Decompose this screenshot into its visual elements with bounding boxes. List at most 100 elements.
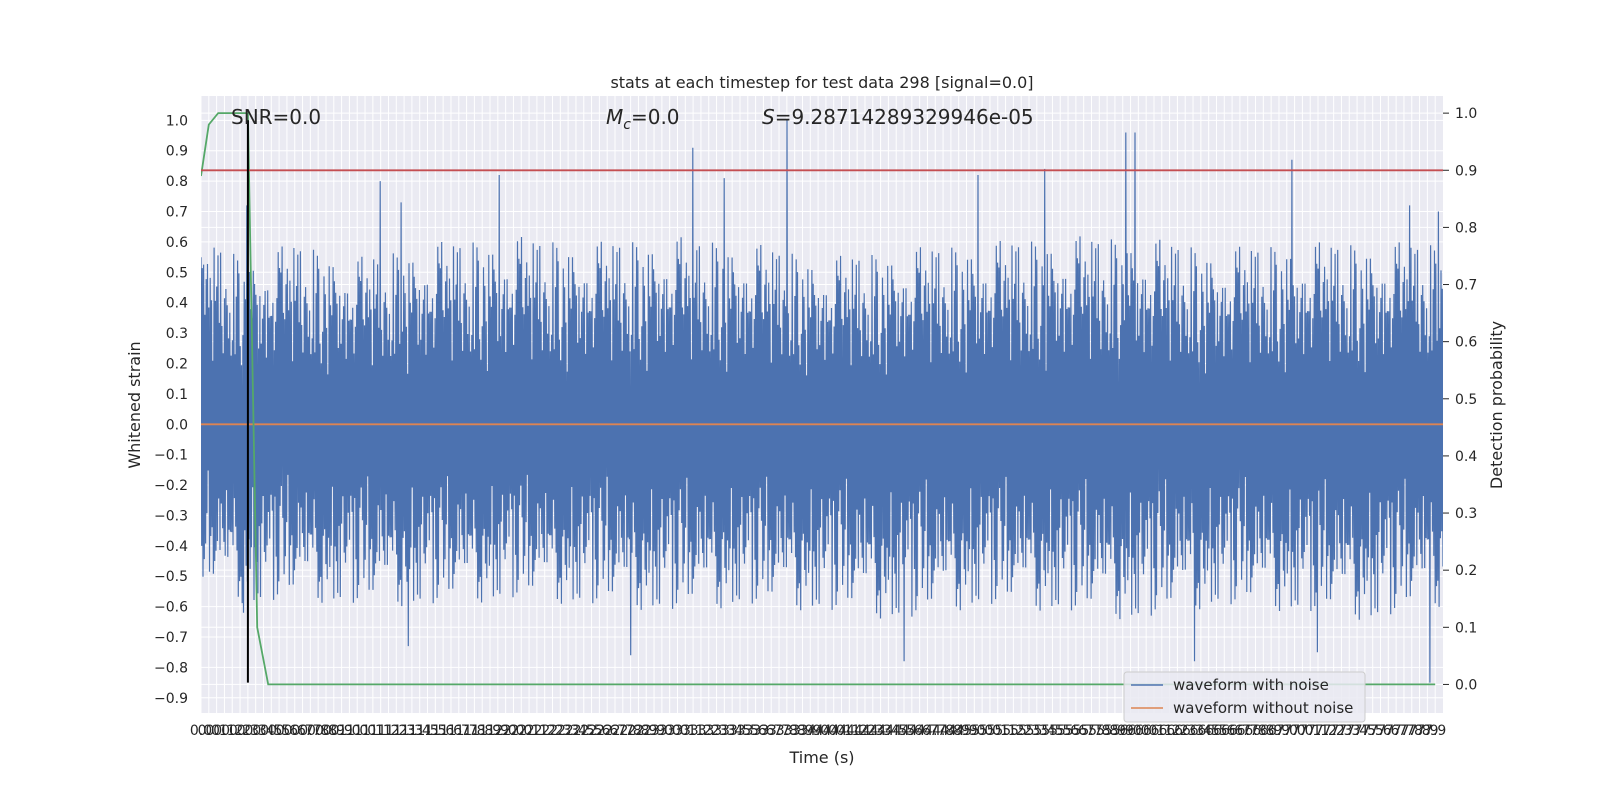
- x-tick-label-39: 2.0: [495, 723, 517, 739]
- x-tick-label-89: 4.5: [885, 723, 907, 739]
- x-tick-label-15: 0.8: [307, 723, 329, 739]
- x-tick-label-51: 2.6: [588, 723, 610, 739]
- x-tick-label-107: 5.3: [1026, 723, 1048, 739]
- x-tick-label-78: 3.9: [799, 723, 821, 739]
- x-tick-label-87: 4.3: [869, 723, 891, 739]
- x-tick-label-103: 5.1: [994, 723, 1016, 739]
- x-tick-label-118: 5.9: [1112, 723, 1134, 739]
- x-tick-label-135: 6.8: [1244, 723, 1266, 739]
- x-tick-label-36: 1.8: [471, 723, 493, 739]
- y2-tick-label-1: 0.1: [1455, 620, 1477, 636]
- y-tick-label-0: −0.9: [154, 691, 188, 707]
- x-tick-label-1: 0.0: [198, 723, 220, 739]
- x-tick-label-27: 1.3: [401, 723, 423, 739]
- x-tick-label-102: 5.1: [987, 723, 1009, 739]
- chirp-mass-value: =0.0: [631, 105, 680, 129]
- x-tick-label-104: 5.2: [1002, 723, 1024, 739]
- x-tick-label-157: 7.9: [1416, 723, 1438, 739]
- y2-tick-label-6: 0.6: [1455, 335, 1477, 351]
- x-tick-label-153: 7.7: [1385, 723, 1407, 739]
- x-tick-label-26: 1.3: [393, 723, 415, 739]
- x-tick-label-88: 4.4: [877, 723, 899, 739]
- x-tick-label-141: 7.0: [1291, 723, 1313, 739]
- x-tick-label-83: 4.1: [838, 723, 860, 739]
- x-tick-label-37: 1.9: [479, 723, 501, 739]
- legend: waveform with noise waveform without noi…: [1123, 671, 1366, 723]
- x-tick-label-41: 2.0: [510, 723, 532, 739]
- x-tick-label-95: 4.8: [932, 723, 954, 739]
- x-tick-label-3: 0.1: [213, 723, 235, 739]
- x-tick-label-158: 7.9: [1424, 723, 1446, 739]
- y-tick-label-14: 0.5: [166, 265, 188, 281]
- x-tick-label-126: 6.3: [1174, 723, 1196, 739]
- x-tick-label-16: 0.8: [315, 723, 337, 739]
- y2-axis-label: Detection probability: [1487, 321, 1506, 489]
- x-tick-label-43: 2.1: [526, 723, 548, 739]
- x-tick-label-9: 0.5: [260, 723, 282, 739]
- y2-tick-label-0: 0.0: [1455, 677, 1477, 693]
- x-tick-label-146: 7.3: [1330, 723, 1352, 739]
- x-tick-label-132: 6.6: [1221, 723, 1243, 739]
- chirp-mass-subscript: c: [623, 117, 631, 133]
- y-tick-label-8: −0.1: [154, 448, 188, 464]
- legend-label-noise: waveform with noise: [1173, 676, 1329, 694]
- series-detection-probability: [201, 112, 1436, 686]
- x-tick-label-150: 7.5: [1362, 723, 1384, 739]
- y-tick-label-1: −0.8: [154, 660, 188, 676]
- x-tick-label-30: 1.5: [424, 723, 446, 739]
- x-tick-label-120: 6.0: [1127, 723, 1149, 739]
- s-value: =9.28714289329946e-05: [775, 105, 1034, 129]
- x-tick-label-38: 1.9: [487, 723, 509, 739]
- x-tick-label-50: 2.5: [580, 723, 602, 739]
- x-tick-label-122: 6.1: [1143, 723, 1165, 739]
- x-tick-label-100: 5.0: [971, 723, 993, 739]
- x-tick-label-138: 6.9: [1268, 723, 1290, 739]
- x-tick-label-156: 7.8: [1408, 723, 1430, 739]
- x-tick-label-77: 3.9: [791, 723, 813, 739]
- y-tick-label-5: −0.4: [154, 539, 188, 555]
- x-tick-label-35: 1.8: [463, 723, 485, 739]
- x-tick-label-115: 5.8: [1088, 723, 1110, 739]
- series-waveform-with-noise: [201, 120, 1443, 683]
- snr-annotation: SNR=0.0: [231, 105, 321, 129]
- x-tick-label-29: 1.5: [416, 723, 438, 739]
- x-tick-label-56: 2.8: [627, 723, 649, 739]
- x-tick-label-111: 5.6: [1057, 723, 1079, 739]
- x-tick-label-121: 6.0: [1135, 723, 1157, 739]
- x-tick-label-139: 7.0: [1276, 723, 1298, 739]
- x-tick-label-12: 0.6: [284, 723, 306, 739]
- x-tick-label-145: 7.2: [1323, 723, 1345, 739]
- x-tick-label-148: 7.4: [1346, 723, 1368, 739]
- x-tick-label-131: 6.6: [1213, 723, 1235, 739]
- x-tick-label-69: 3.5: [729, 723, 751, 739]
- x-tick-label-70: 3.5: [737, 723, 759, 739]
- x-tick-label-98: 4.9: [955, 723, 977, 739]
- x-tick-label-79: 4.0: [807, 723, 829, 739]
- x-tick-label-57: 2.9: [635, 723, 657, 739]
- x-tick-label-151: 7.6: [1369, 723, 1391, 739]
- x-tick-label-128: 6.4: [1190, 723, 1212, 739]
- x-tick-label-63: 3.1: [682, 723, 704, 739]
- x-tick-label-47: 2.3: [557, 723, 579, 739]
- x-tick-label-81: 4.0: [823, 723, 845, 739]
- x-tick-label-85: 4.2: [854, 723, 876, 739]
- x-tick-label-40: 2.0: [502, 723, 524, 739]
- x-tick-label-52: 2.6: [596, 723, 618, 739]
- x-tick-label-123: 6.1: [1151, 723, 1173, 739]
- y2-tick-label-2: 0.2: [1455, 563, 1477, 579]
- x-tick-label-127: 6.3: [1182, 723, 1204, 739]
- x-tick-label-45: 2.2: [541, 723, 563, 739]
- chart-title: stats at each timestep for test data 298…: [610, 73, 1033, 92]
- y2-tick-label-4: 0.4: [1455, 449, 1477, 465]
- s-annotation: S=9.28714289329946e-05: [762, 105, 1034, 129]
- x-tick-label-64: 3.2: [690, 723, 712, 739]
- x-tick-label-11: 0.6: [276, 723, 298, 739]
- x-tick-label-13: 0.7: [291, 723, 313, 739]
- y-tick-label-16: 0.7: [166, 204, 188, 220]
- x-tick-label-17: 0.9: [323, 723, 345, 739]
- x-tick-label-130: 6.5: [1205, 723, 1227, 739]
- y-tick-label-11: 0.2: [166, 356, 188, 372]
- x-tick-label-44: 2.2: [534, 723, 556, 739]
- x-tick-label-147: 7.3: [1338, 723, 1360, 739]
- x-tick-label-133: 6.7: [1229, 723, 1251, 739]
